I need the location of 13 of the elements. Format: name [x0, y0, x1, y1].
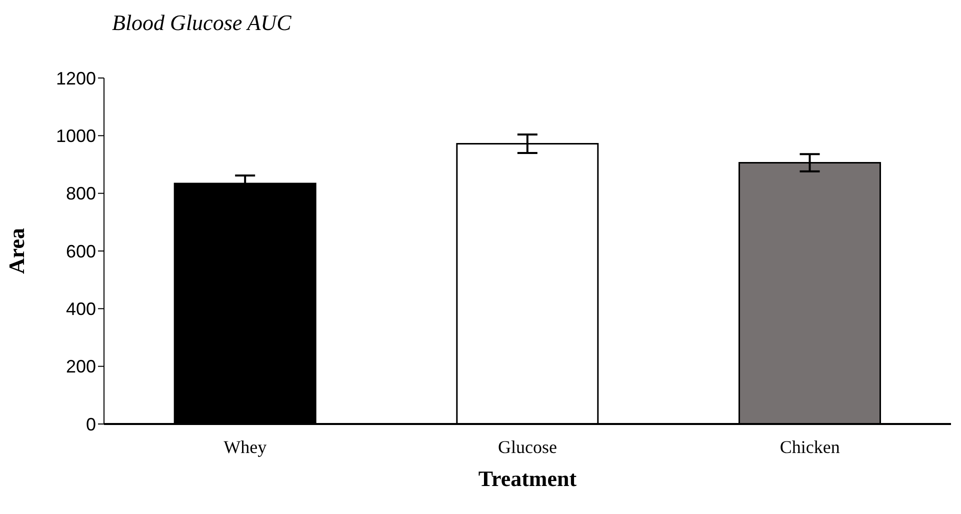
x-tick-label: Whey — [224, 436, 267, 457]
x-tick-label: Glucose — [498, 436, 557, 457]
y-tick-label: 0 — [86, 414, 96, 434]
x-tick-label: Chicken — [780, 436, 840, 457]
y-tick-label: 1200 — [56, 68, 96, 88]
y-tick-label: 400 — [66, 299, 96, 320]
y-tick-label: 800 — [66, 184, 96, 204]
y-tick-label: 600 — [66, 241, 96, 262]
chart-title: Blood Glucose AUC — [112, 10, 292, 37]
y-axis-title: Area — [4, 228, 29, 274]
x-axis-title: Treatment — [478, 466, 578, 491]
y-tick-label: 200 — [66, 356, 96, 377]
y-tick-label: 1000 — [56, 126, 96, 146]
